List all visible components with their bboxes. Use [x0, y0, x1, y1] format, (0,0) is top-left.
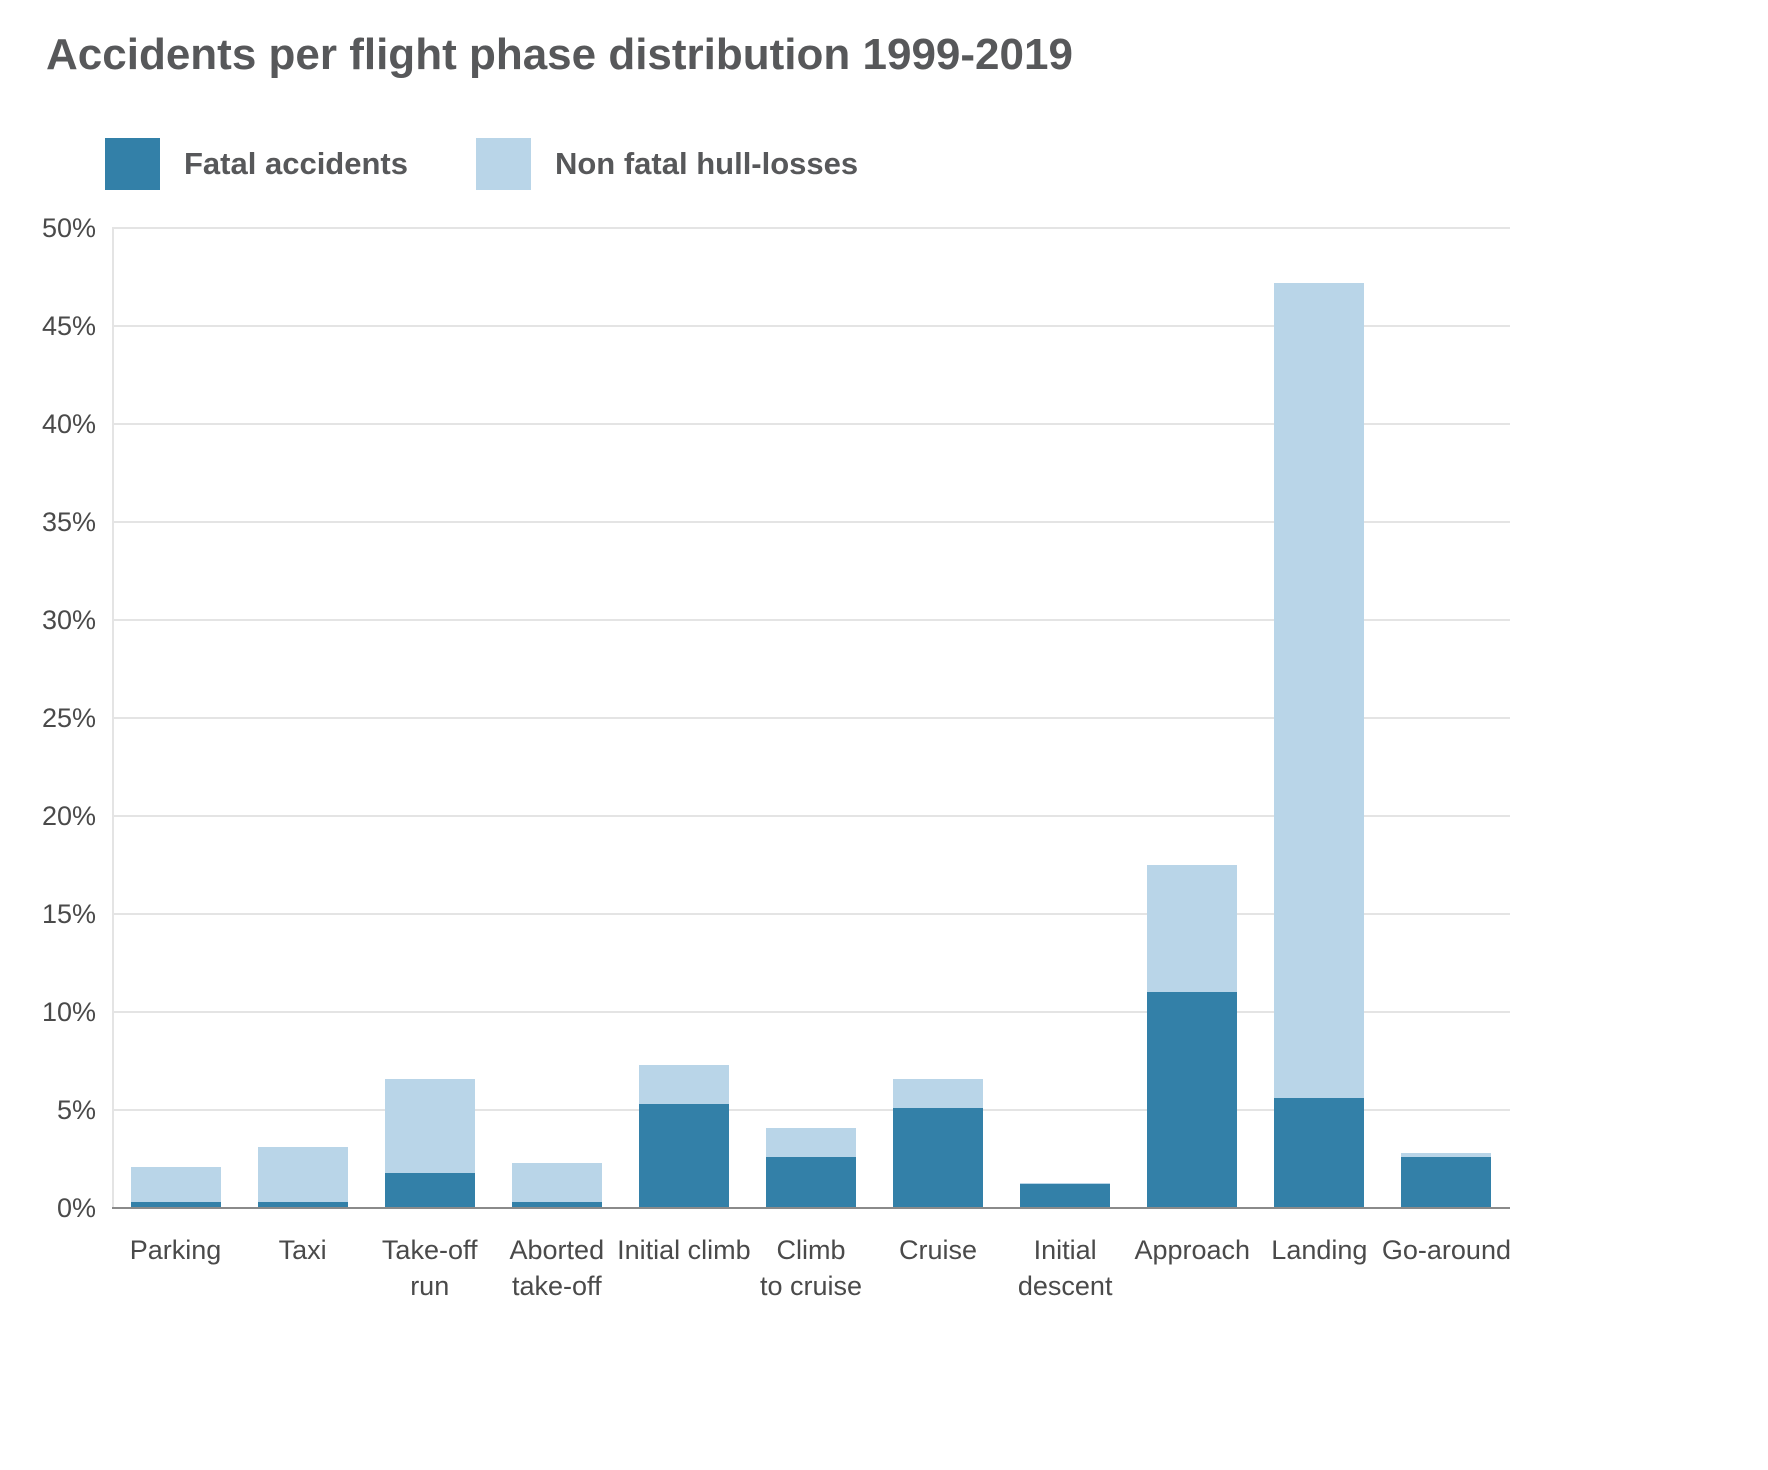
x-category-label-line: Aborted — [509, 1235, 605, 1265]
x-category-label-line: Initial climb — [617, 1235, 751, 1265]
x-category-label: Go-around — [1363, 1232, 1530, 1268]
x-category-label: Climb to cruise — [727, 1232, 894, 1304]
x-category-label-line: Approach — [1134, 1235, 1251, 1265]
x-category-label-line: Go-around — [1381, 1235, 1511, 1265]
legend-label-fatal-accidents: Fatal accidents — [184, 146, 408, 181]
x-category-label-line: Parking — [129, 1235, 222, 1265]
legend-swatch-non-fatal-hull-losses — [475, 138, 531, 190]
x-category-label-line: descent — [1017, 1271, 1113, 1301]
gridline — [112, 325, 1510, 327]
bar-segment-fatal — [130, 1202, 221, 1208]
gridline — [112, 1109, 1510, 1111]
x-category-label-line: Initial — [1033, 1235, 1097, 1265]
y-tick-label: 35% — [41, 507, 96, 537]
bar-segment-fatal — [511, 1202, 602, 1208]
x-category-label: Aborted take-off — [473, 1232, 640, 1304]
legend-item-fatal-accidents: Fatal accidents — [105, 138, 408, 190]
bar-segment-fatal — [893, 1108, 984, 1208]
x-category-label-line: Cruise — [899, 1235, 978, 1265]
x-axis-line — [112, 1207, 1510, 1209]
y-tick-label: 45% — [41, 311, 96, 341]
bar-segment-fatal — [257, 1202, 348, 1208]
y-tick-label: 30% — [41, 605, 96, 635]
gridline — [112, 1011, 1510, 1013]
x-category-label-line: run — [410, 1271, 450, 1301]
x-category-label: Initial climb — [600, 1232, 767, 1268]
gridline — [112, 717, 1510, 719]
bar-segment-fatal — [1274, 1098, 1365, 1208]
bar-segment-nonfatal — [766, 1127, 856, 1158]
gridline — [112, 227, 1510, 229]
gridline — [112, 619, 1510, 621]
x-category-label-line: Landing — [1271, 1235, 1368, 1265]
stacked-bar-chart: 0% 5% 10% 15% 20% 25% 30% 35% 40% 45% 50% Parking Ta… — [0, 213, 1768, 1368]
x-category-label-line: Climb — [776, 1235, 846, 1265]
legend: Fatal accidents Non fatal hull-losses — [105, 138, 858, 190]
x-category-label: Taxi — [219, 1232, 386, 1268]
x-category-label: Cruise — [855, 1232, 1022, 1268]
bar-segment-nonfatal — [511, 1162, 602, 1203]
x-category-label: Initial descent — [982, 1232, 1149, 1304]
y-tick-label: 10% — [41, 997, 96, 1027]
x-category-label-line: Taxi — [278, 1235, 327, 1265]
y-tick-label: 5% — [56, 1095, 96, 1125]
bar-segment-fatal — [766, 1157, 856, 1208]
bar-segment-fatal — [1401, 1157, 1492, 1208]
y-tick-label: 25% — [41, 703, 96, 733]
y-tick-label: 15% — [41, 899, 96, 929]
x-category-label-line: Take-off — [381, 1235, 478, 1265]
bar-segment-nonfatal — [384, 1078, 475, 1173]
bar-segment-nonfatal — [1020, 1182, 1111, 1185]
y-tick-label: 0% — [56, 1193, 96, 1223]
y-tick-label: 50% — [41, 213, 96, 243]
y-tick-label: 20% — [41, 801, 96, 831]
y-tick-label: 40% — [41, 409, 96, 439]
bar-segment-fatal — [384, 1172, 475, 1208]
x-category-label: Take-off run — [346, 1232, 513, 1304]
x-category-label: Approach — [1109, 1232, 1276, 1268]
x-category-label-line: to cruise — [759, 1271, 863, 1301]
gridline — [112, 913, 1510, 915]
x-category-label: Landing — [1236, 1232, 1403, 1268]
bar-segment-fatal — [1147, 992, 1238, 1208]
x-category-label: Parking — [92, 1232, 259, 1268]
bar-segment-nonfatal — [638, 1064, 729, 1105]
bar-segment-fatal — [638, 1104, 729, 1208]
bar-segment-nonfatal — [1274, 282, 1365, 1099]
x-category-label-line: take-off — [512, 1271, 602, 1301]
chart-title: Accidents per flight phase distribution … — [46, 30, 1073, 79]
legend-label-non-fatal-hull-losses: Non fatal hull-losses — [554, 146, 859, 181]
gridline — [112, 521, 1510, 523]
legend-item-non-fatal-hull-losses: Non fatal hull-losses — [475, 138, 859, 190]
gridline — [112, 815, 1510, 817]
bar-segment-nonfatal — [257, 1147, 348, 1203]
bar-segment-fatal — [1020, 1184, 1111, 1208]
bar-segment-nonfatal — [1401, 1153, 1492, 1158]
bar-segment-nonfatal — [130, 1166, 221, 1203]
gridline — [112, 423, 1510, 425]
bar-segment-nonfatal — [893, 1078, 984, 1109]
bar-segment-nonfatal — [1147, 865, 1238, 993]
legend-swatch-fatal-accidents — [105, 138, 160, 190]
